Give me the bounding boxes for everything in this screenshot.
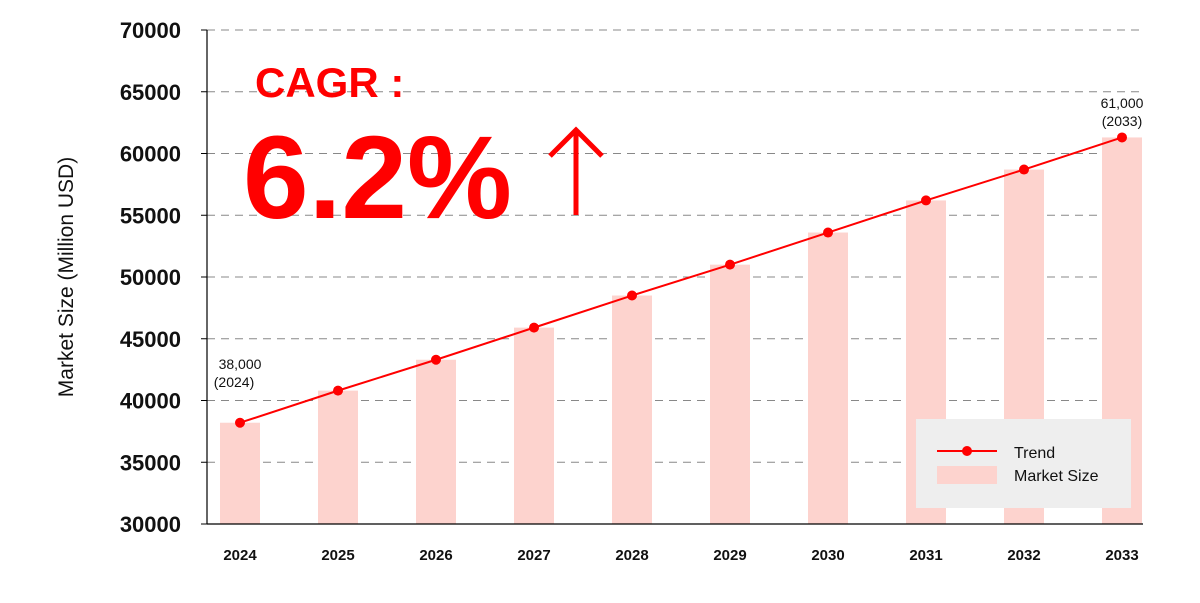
x-tick-label: 2029: [713, 547, 746, 564]
bar-2027: [514, 327, 554, 524]
y-tick-label: 35000: [120, 450, 181, 475]
trend-point-2028: [627, 290, 637, 301]
x-tick-label: 2028: [615, 547, 648, 564]
gridlines: [207, 29, 1143, 463]
trend-point-2030: [823, 227, 833, 238]
x-tick-label: 2030: [811, 547, 844, 564]
x-tick-label: 2032: [1007, 547, 1040, 564]
legend-market-size-swatch: [937, 466, 997, 484]
y-axis-ticks: 30000 35000 40000 45000 50000 55000 60000 65000…: [120, 18, 207, 537]
x-tick-label: 2025: [321, 547, 354, 564]
trend-point-2031: [921, 195, 931, 206]
trend-point-2025: [333, 385, 343, 396]
trend-point-2026: [431, 354, 441, 365]
up-arrow-icon: [548, 126, 604, 215]
legend: Trend Market Size: [916, 419, 1131, 508]
bar-2028: [612, 295, 652, 524]
y-tick-label: 60000: [120, 142, 181, 167]
end-year-label: (2033): [1102, 113, 1142, 129]
trend-point-2029: [725, 259, 735, 270]
trend-points: [235, 132, 1127, 428]
trend-line: [239, 136, 1123, 424]
x-tick-label: 2026: [419, 547, 452, 564]
bar-2025: [318, 390, 358, 524]
y-tick-label: 45000: [120, 327, 181, 352]
y-tick-label: 50000: [120, 265, 181, 290]
y-tick-label: 55000: [120, 203, 181, 228]
start-value-label: 38,000: [219, 356, 262, 372]
y-tick-label: 65000: [120, 80, 181, 105]
x-tick-label: 2031: [909, 547, 942, 564]
trend-point-2033: [1117, 132, 1127, 143]
cagr-label: CAGR :: [255, 59, 404, 106]
x-tick-label: 2033: [1105, 547, 1138, 564]
legend-market-size-label: Market Size: [1014, 468, 1099, 485]
y-tick-label: 70000: [120, 18, 181, 43]
x-tick-label: 2027: [517, 547, 550, 564]
bar-2030: [808, 232, 848, 525]
y-tick-label: 30000: [120, 512, 181, 537]
bar-2029: [710, 264, 750, 524]
trend-point-2027: [529, 322, 539, 333]
y-tick-label: 40000: [120, 389, 181, 414]
y-axis-label: Market Size (Million USD): [55, 157, 78, 397]
start-year-label: (2024): [214, 374, 254, 390]
x-axis-ticks: 2024 2025 2026 2027 2028 2029 2030 2031 2032 2033: [223, 547, 1138, 564]
trend-point-2032: [1019, 164, 1029, 175]
bar-2024: [220, 422, 260, 524]
cagr-value: 6.2%: [243, 112, 512, 244]
bar-2026: [416, 359, 456, 524]
legend-trend-label: Trend: [1014, 445, 1055, 462]
x-tick-label: 2024: [223, 547, 257, 564]
end-value-label: 61,000: [1101, 95, 1144, 111]
trend-point-2024: [235, 417, 245, 428]
